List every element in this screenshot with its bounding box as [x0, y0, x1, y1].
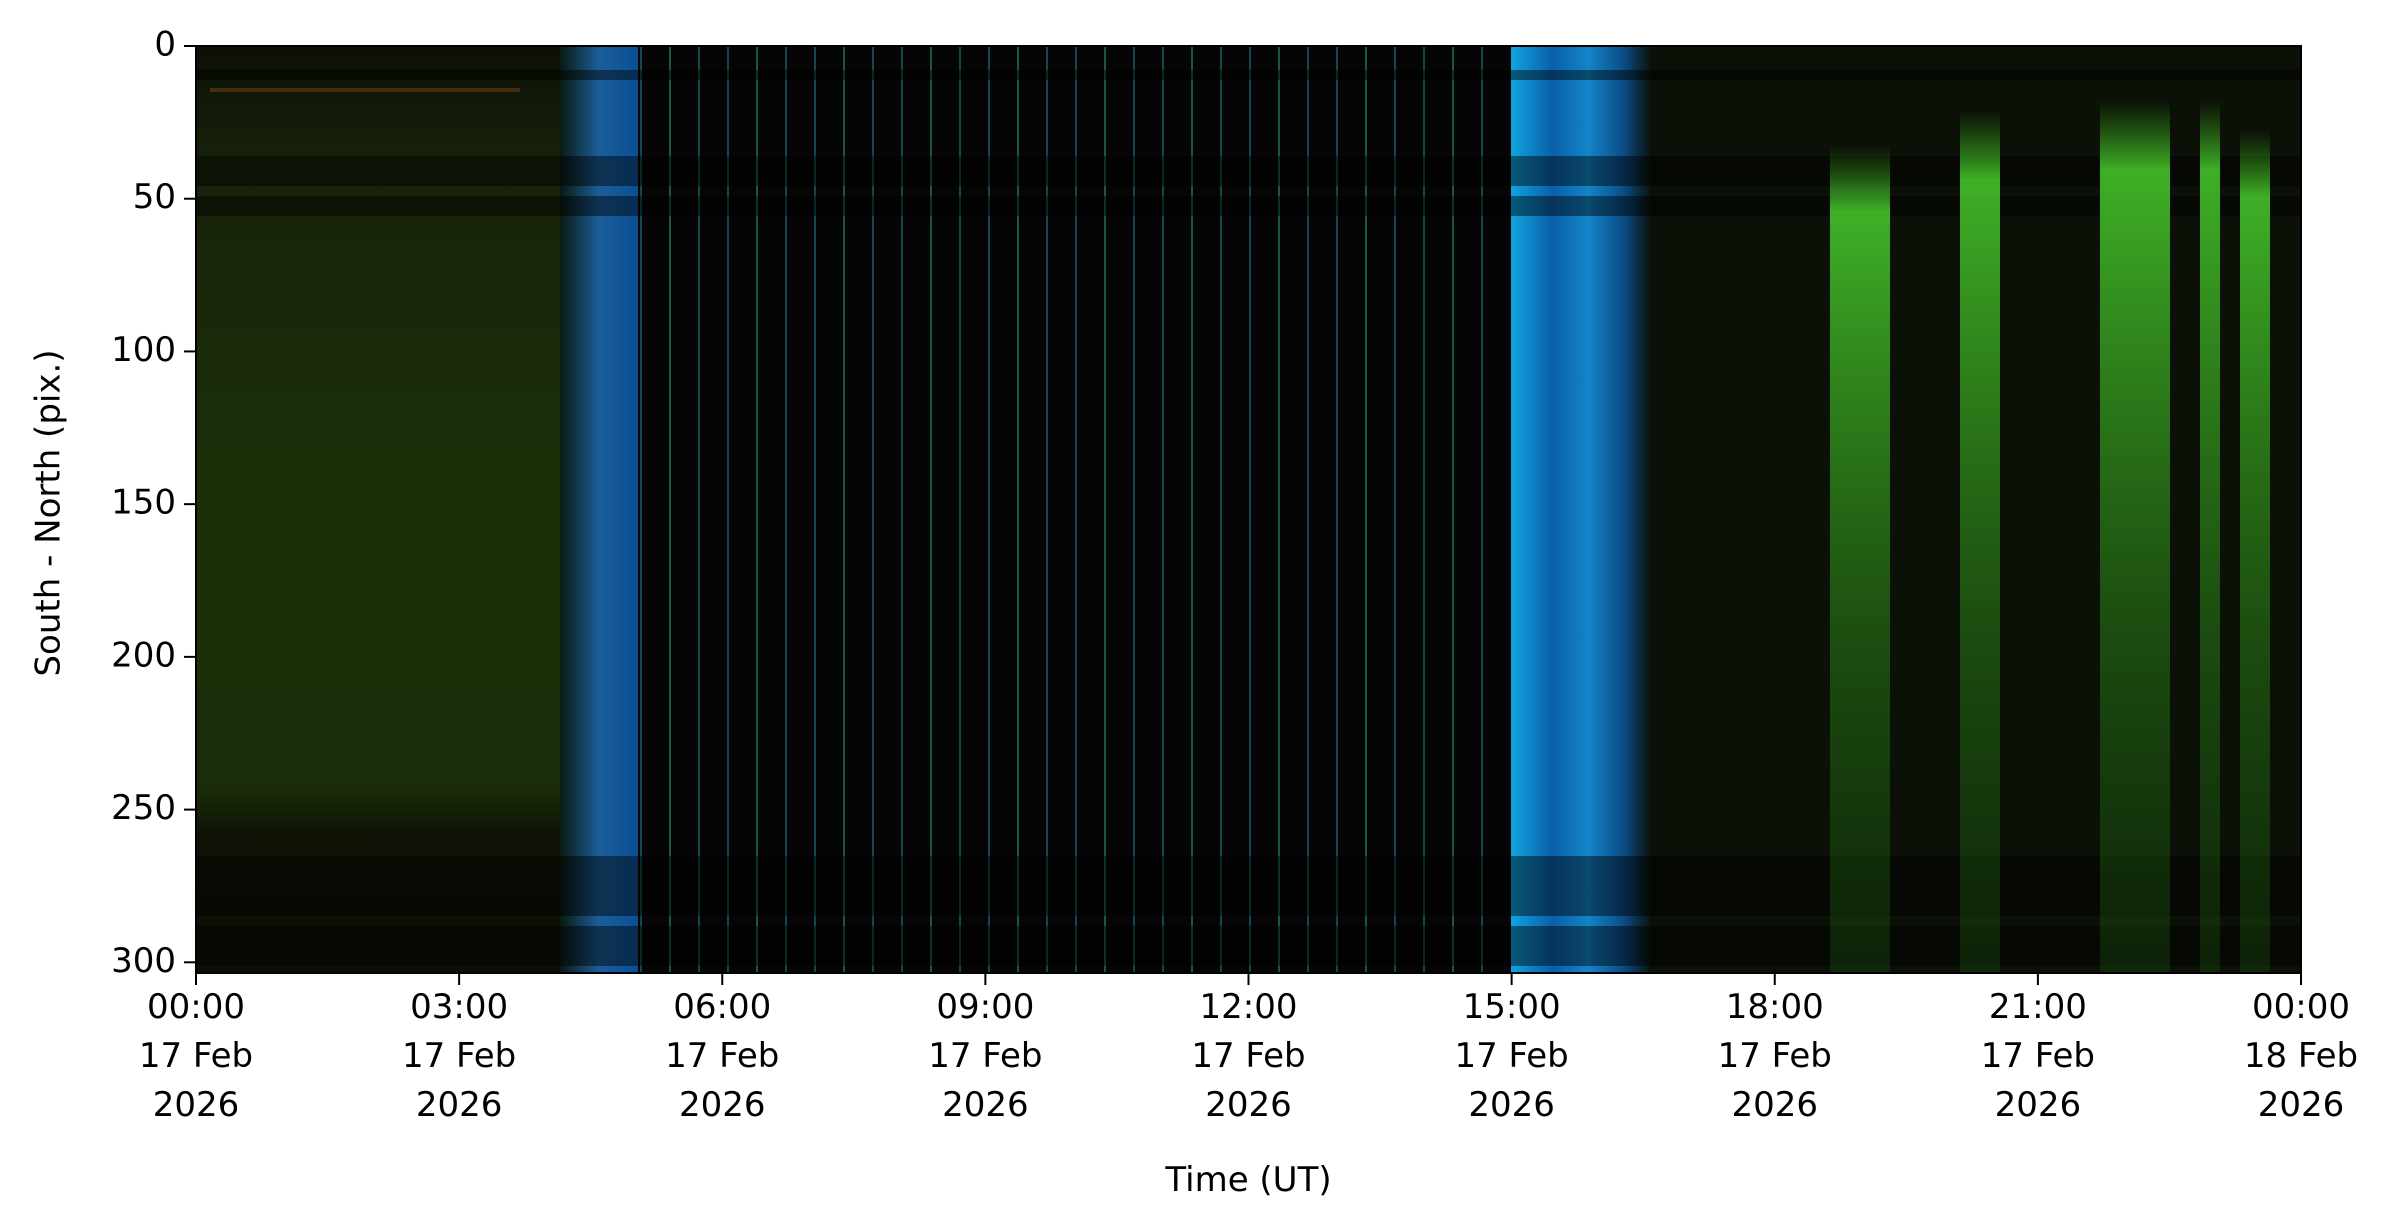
frame-line [1133, 46, 1135, 973]
frame-line [785, 46, 787, 973]
frame-line [727, 46, 729, 973]
frame-line [930, 46, 932, 973]
x-tick-label: 00:00 18 Feb 2026 [2243, 987, 2359, 1125]
frame-line [1046, 46, 1048, 973]
frame-line [1220, 46, 1222, 973]
frame-line [1481, 46, 1483, 973]
frame-line [1104, 46, 1106, 973]
frame-line [1394, 46, 1396, 973]
frame-line [1249, 46, 1251, 973]
keogram-image [196, 46, 2340, 973]
frame-line [1452, 46, 1454, 973]
frame-line [1365, 46, 1367, 973]
dark-row [196, 926, 2301, 966]
frame-line [843, 46, 845, 973]
streak [210, 88, 520, 92]
x-tick-label: 03:00 17 Feb 2026 [401, 987, 517, 1125]
aurora [1830, 145, 1890, 973]
aurora [2320, 150, 2340, 973]
frame-line [959, 46, 961, 973]
frame-line [814, 46, 816, 973]
x-axis-label: Time (UT) [1165, 1160, 1332, 1200]
x-tick-label: 12:00 17 Feb 2026 [1191, 987, 1306, 1125]
aurora [2200, 100, 2220, 973]
x-tick-label: 15:00 17 Feb 2026 [1454, 987, 1569, 1125]
aurora [1960, 110, 2000, 973]
frame-line [1075, 46, 1077, 973]
frame-line [1423, 46, 1425, 973]
frame-line [1191, 46, 1193, 973]
frame-line [1162, 46, 1164, 973]
x-tick-label: 00:00 17 Feb 2026 [138, 987, 254, 1125]
x-tick-label: 09:00 17 Feb 2026 [928, 987, 1043, 1125]
twilight-band [1511, 46, 1651, 973]
x-tick-label: 18:00 17 Feb 2026 [1717, 987, 1832, 1125]
x-tick-label: 06:00 17 Feb 2026 [665, 987, 780, 1125]
x-tick-label: 21:00 17 Feb 2026 [1980, 987, 2096, 1125]
frame-line [640, 46, 642, 973]
twilight-band [560, 46, 638, 973]
frame-line [1278, 46, 1280, 973]
dark-row [196, 196, 2301, 216]
frame-line [872, 46, 874, 973]
frame-line [669, 46, 671, 973]
frame-line [1017, 46, 1019, 973]
frame-line [901, 46, 903, 973]
y-tick-label: 200 [111, 635, 176, 675]
aurora [2240, 130, 2270, 973]
frame-line [756, 46, 758, 973]
green-region [196, 46, 576, 973]
y-tick-label: 100 [111, 330, 176, 370]
y-tick-label: 150 [111, 483, 176, 523]
dark-row [196, 856, 2301, 916]
aurora [2100, 100, 2170, 973]
frame-line [698, 46, 700, 973]
y-tick-label: 50 [133, 177, 176, 217]
frame-line [988, 46, 990, 973]
frame-line [1307, 46, 1309, 973]
y-axis-label: South - North (pix.) [29, 349, 69, 676]
y-tick-label: 250 [111, 788, 176, 828]
dark-row [196, 156, 2301, 186]
dark-row [196, 70, 2301, 80]
y-tick-label: 300 [111, 941, 176, 981]
frame-line [1336, 46, 1338, 973]
y-tick-label: 0 [154, 25, 176, 65]
